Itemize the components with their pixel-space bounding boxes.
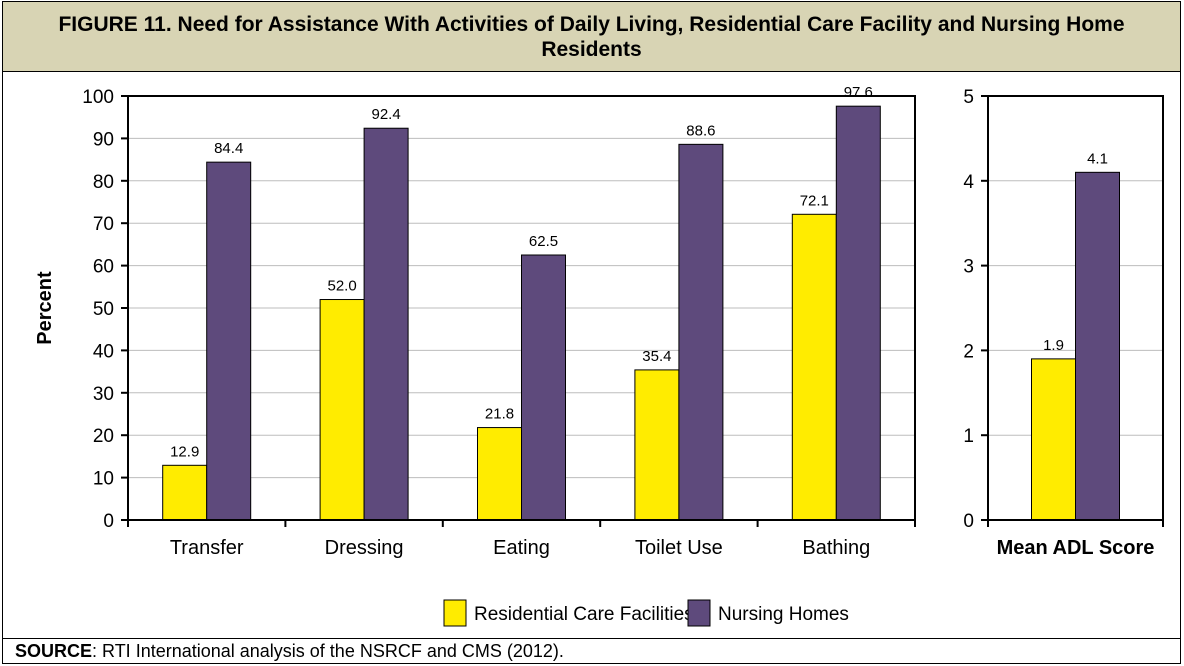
adl-category-label: Transfer bbox=[170, 537, 244, 559]
chart-svg: 010203040506070809010012.984.4Transfer52… bbox=[34, 84, 1164, 627]
adl-y-tick-label: 80 bbox=[93, 172, 114, 193]
adl-category-label: Bathing bbox=[802, 537, 870, 559]
adl-category-label: Dressing bbox=[325, 537, 404, 559]
adl-y-tick-label: 100 bbox=[82, 87, 114, 108]
adl-y-tick-label: 60 bbox=[93, 257, 114, 278]
figure-title-bar: FIGURE 11. Need for Assistance With Acti… bbox=[3, 2, 1180, 72]
adl-bar bbox=[678, 143, 724, 521]
adl-bar bbox=[634, 369, 680, 521]
adl-data-label: 52.0 bbox=[327, 278, 356, 295]
adl-y-tick-label: 90 bbox=[93, 129, 114, 150]
adl-data-label: 92.4 bbox=[371, 106, 400, 123]
adl-data-label: 21.8 bbox=[485, 406, 514, 423]
adl-bar bbox=[521, 254, 566, 521]
adl-bar bbox=[162, 464, 208, 521]
source-text: : RTI International analysis of the NSRC… bbox=[92, 641, 564, 661]
legend-swatch bbox=[443, 599, 467, 627]
mean-y-tick-label: 1 bbox=[963, 426, 974, 447]
adl-y-tick-label: 20 bbox=[93, 426, 114, 447]
legend-label: Nursing Homes bbox=[718, 604, 849, 625]
mean-y-tick-label: 3 bbox=[963, 257, 974, 278]
adl-bar bbox=[206, 161, 252, 521]
figure-title: FIGURE 11. Need for Assistance With Acti… bbox=[58, 12, 1125, 61]
mean-y-tick-label: 4 bbox=[963, 172, 974, 193]
adl-data-label: 35.4 bbox=[642, 348, 671, 365]
mean-bar bbox=[1031, 358, 1076, 521]
mean-data-label: 4.1 bbox=[1087, 150, 1108, 167]
y-axis-title: Percent bbox=[34, 271, 56, 345]
adl-y-tick-label: 10 bbox=[93, 469, 114, 490]
adl-y-tick-label: 50 bbox=[93, 299, 114, 320]
mean-y-tick-label: 2 bbox=[963, 341, 974, 362]
adl-bar bbox=[791, 213, 837, 521]
mean-y-tick-label: 0 bbox=[963, 511, 974, 532]
mean-data-label: 1.9 bbox=[1043, 337, 1064, 354]
mean-plot-border bbox=[987, 95, 1164, 521]
adl-y-tick-label: 40 bbox=[93, 341, 114, 362]
adl-category-label: Toilet Use bbox=[635, 537, 723, 559]
adl-data-label: 72.1 bbox=[800, 192, 829, 209]
adl-data-label: 88.6 bbox=[686, 122, 715, 139]
chart-area: 0 10 20 30 40 50 60 70 80 90 100 12.9 84.4 Transfer 52… bbox=[3, 72, 1180, 638]
legend-swatch bbox=[687, 599, 711, 627]
adl-y-tick-label: 70 bbox=[93, 214, 114, 235]
source-note: SOURCE: RTI International analysis of th… bbox=[3, 638, 1180, 664]
adl-plot-border bbox=[127, 95, 916, 521]
adl-bar bbox=[319, 299, 365, 521]
adl-category-label: Eating bbox=[493, 537, 550, 559]
mean-bar bbox=[1075, 171, 1120, 521]
mean-category-label: Mean ADL Score bbox=[997, 537, 1155, 559]
adl-data-label: 12.9 bbox=[170, 443, 199, 460]
adl-bar bbox=[477, 427, 522, 521]
adl-y-tick-label: 30 bbox=[93, 384, 114, 405]
adl-data-label: 62.5 bbox=[529, 233, 558, 250]
mean-y-tick-label: 5 bbox=[963, 87, 974, 108]
adl-bar bbox=[835, 105, 881, 521]
adl-data-label: 97.6 bbox=[844, 84, 873, 101]
adl-data-label: 84.4 bbox=[214, 140, 243, 157]
adl-bar bbox=[363, 127, 409, 521]
legend-label: Residential Care Facilities bbox=[474, 604, 694, 625]
adl-y-tick-label: 0 bbox=[103, 511, 114, 532]
source-label: SOURCE bbox=[15, 641, 93, 661]
